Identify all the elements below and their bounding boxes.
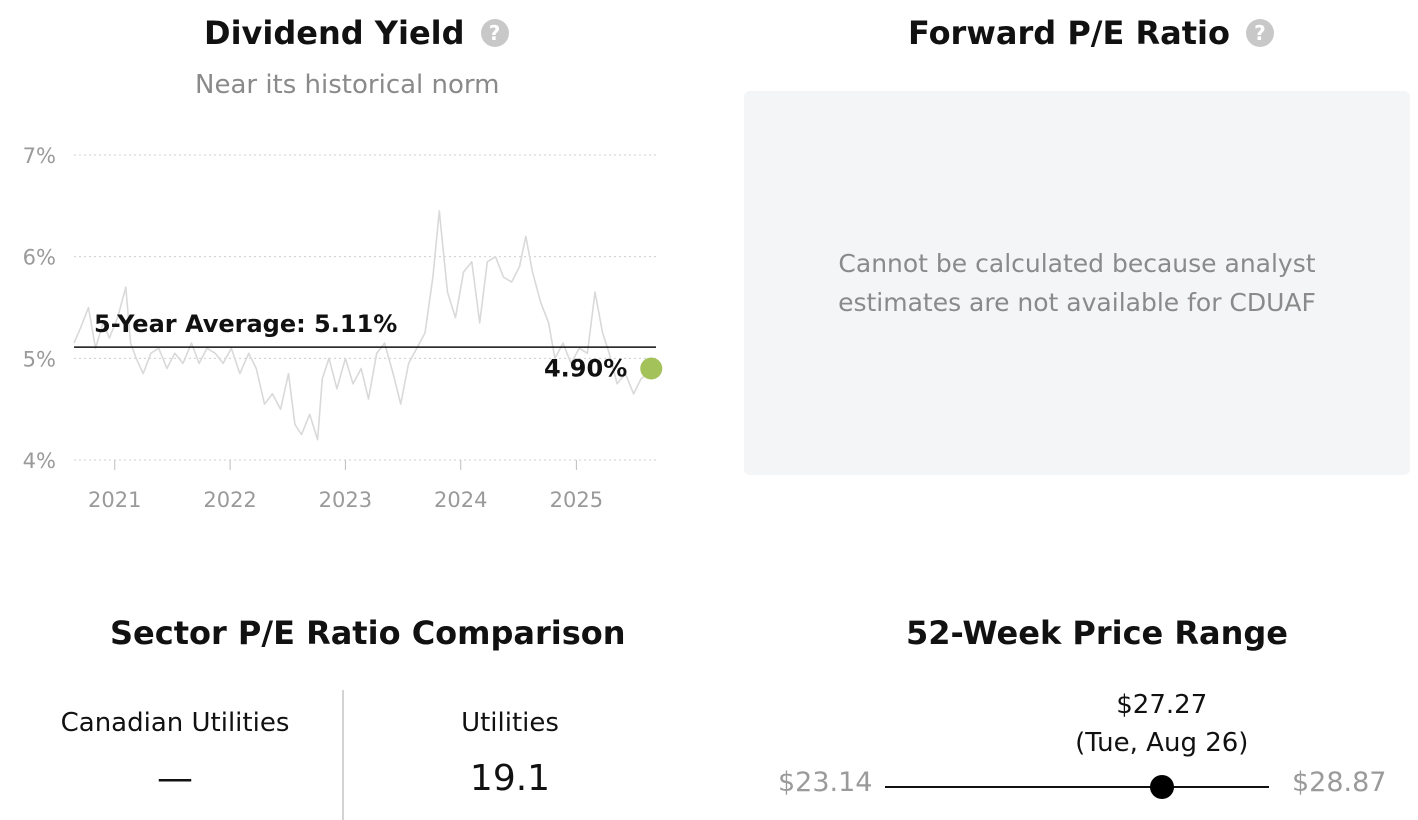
sector-pe-title: Sector P/E Ratio Comparison bbox=[110, 614, 626, 652]
yield-series-line bbox=[73, 210, 652, 441]
price-range-high: $28.87 bbox=[1292, 767, 1387, 798]
price-range-current-date: (Tue, Aug 26) bbox=[1075, 728, 1249, 758]
price-range-current-label: $27.27 (Tue, Aug 26) bbox=[1042, 686, 1282, 762]
sector-company-value: — bbox=[157, 758, 193, 799]
y-tick-label: 4% bbox=[23, 449, 56, 473]
dividend-yield-title: Dividend Yield ? bbox=[204, 14, 509, 52]
dividend-yield-subtitle: Near its historical norm bbox=[195, 70, 500, 100]
forward-pe-title: Forward P/E Ratio ? bbox=[908, 14, 1274, 52]
x-tick-label: 2022 bbox=[203, 488, 256, 512]
dividend-yield-chart: 4% 5% 6% 7% 2021 2022 2023 2024 2025 5-Year Avera… bbox=[23, 144, 663, 512]
y-tick-label: 7% bbox=[23, 144, 56, 168]
y-tick-label: 5% bbox=[23, 347, 56, 371]
x-tick-label: 2025 bbox=[550, 488, 603, 512]
sector-column-company: Canadian Utilities — bbox=[40, 708, 310, 799]
current-yield-dot bbox=[640, 357, 663, 380]
price-range-track bbox=[885, 786, 1269, 788]
x-tick-label: 2023 bbox=[319, 488, 372, 512]
help-icon[interactable]: ? bbox=[1245, 19, 1274, 47]
help-icon[interactable]: ? bbox=[480, 19, 509, 47]
forward-pe-message: Cannot be calculated because analyst est… bbox=[838, 249, 1316, 317]
sector-column-sector: Utilities 19.1 bbox=[375, 708, 645, 799]
current-yield-label: 4.90% bbox=[544, 355, 627, 383]
sector-sector-value: 19.1 bbox=[469, 758, 551, 799]
forward-pe-title-text: Forward P/E Ratio bbox=[908, 14, 1230, 52]
price-range-marker bbox=[1149, 775, 1174, 799]
x-tick-label: 2021 bbox=[88, 488, 141, 512]
y-tick-label: 6% bbox=[23, 246, 56, 270]
sector-sector-name: Utilities bbox=[461, 708, 559, 738]
average-label: 5-Year Average: 5.11% bbox=[94, 310, 397, 338]
price-range-current-price: $27.27 bbox=[1116, 690, 1208, 720]
x-tick-label: 2024 bbox=[434, 488, 487, 512]
forward-pe-unavailable-box: Cannot be calculated because analyst est… bbox=[744, 91, 1410, 475]
price-range-title: 52-Week Price Range bbox=[906, 614, 1288, 652]
dividend-yield-title-text: Dividend Yield bbox=[204, 14, 465, 52]
sector-company-name: Canadian Utilities bbox=[60, 708, 290, 738]
price-range-low: $23.14 bbox=[778, 767, 873, 798]
sector-divider bbox=[342, 690, 344, 820]
